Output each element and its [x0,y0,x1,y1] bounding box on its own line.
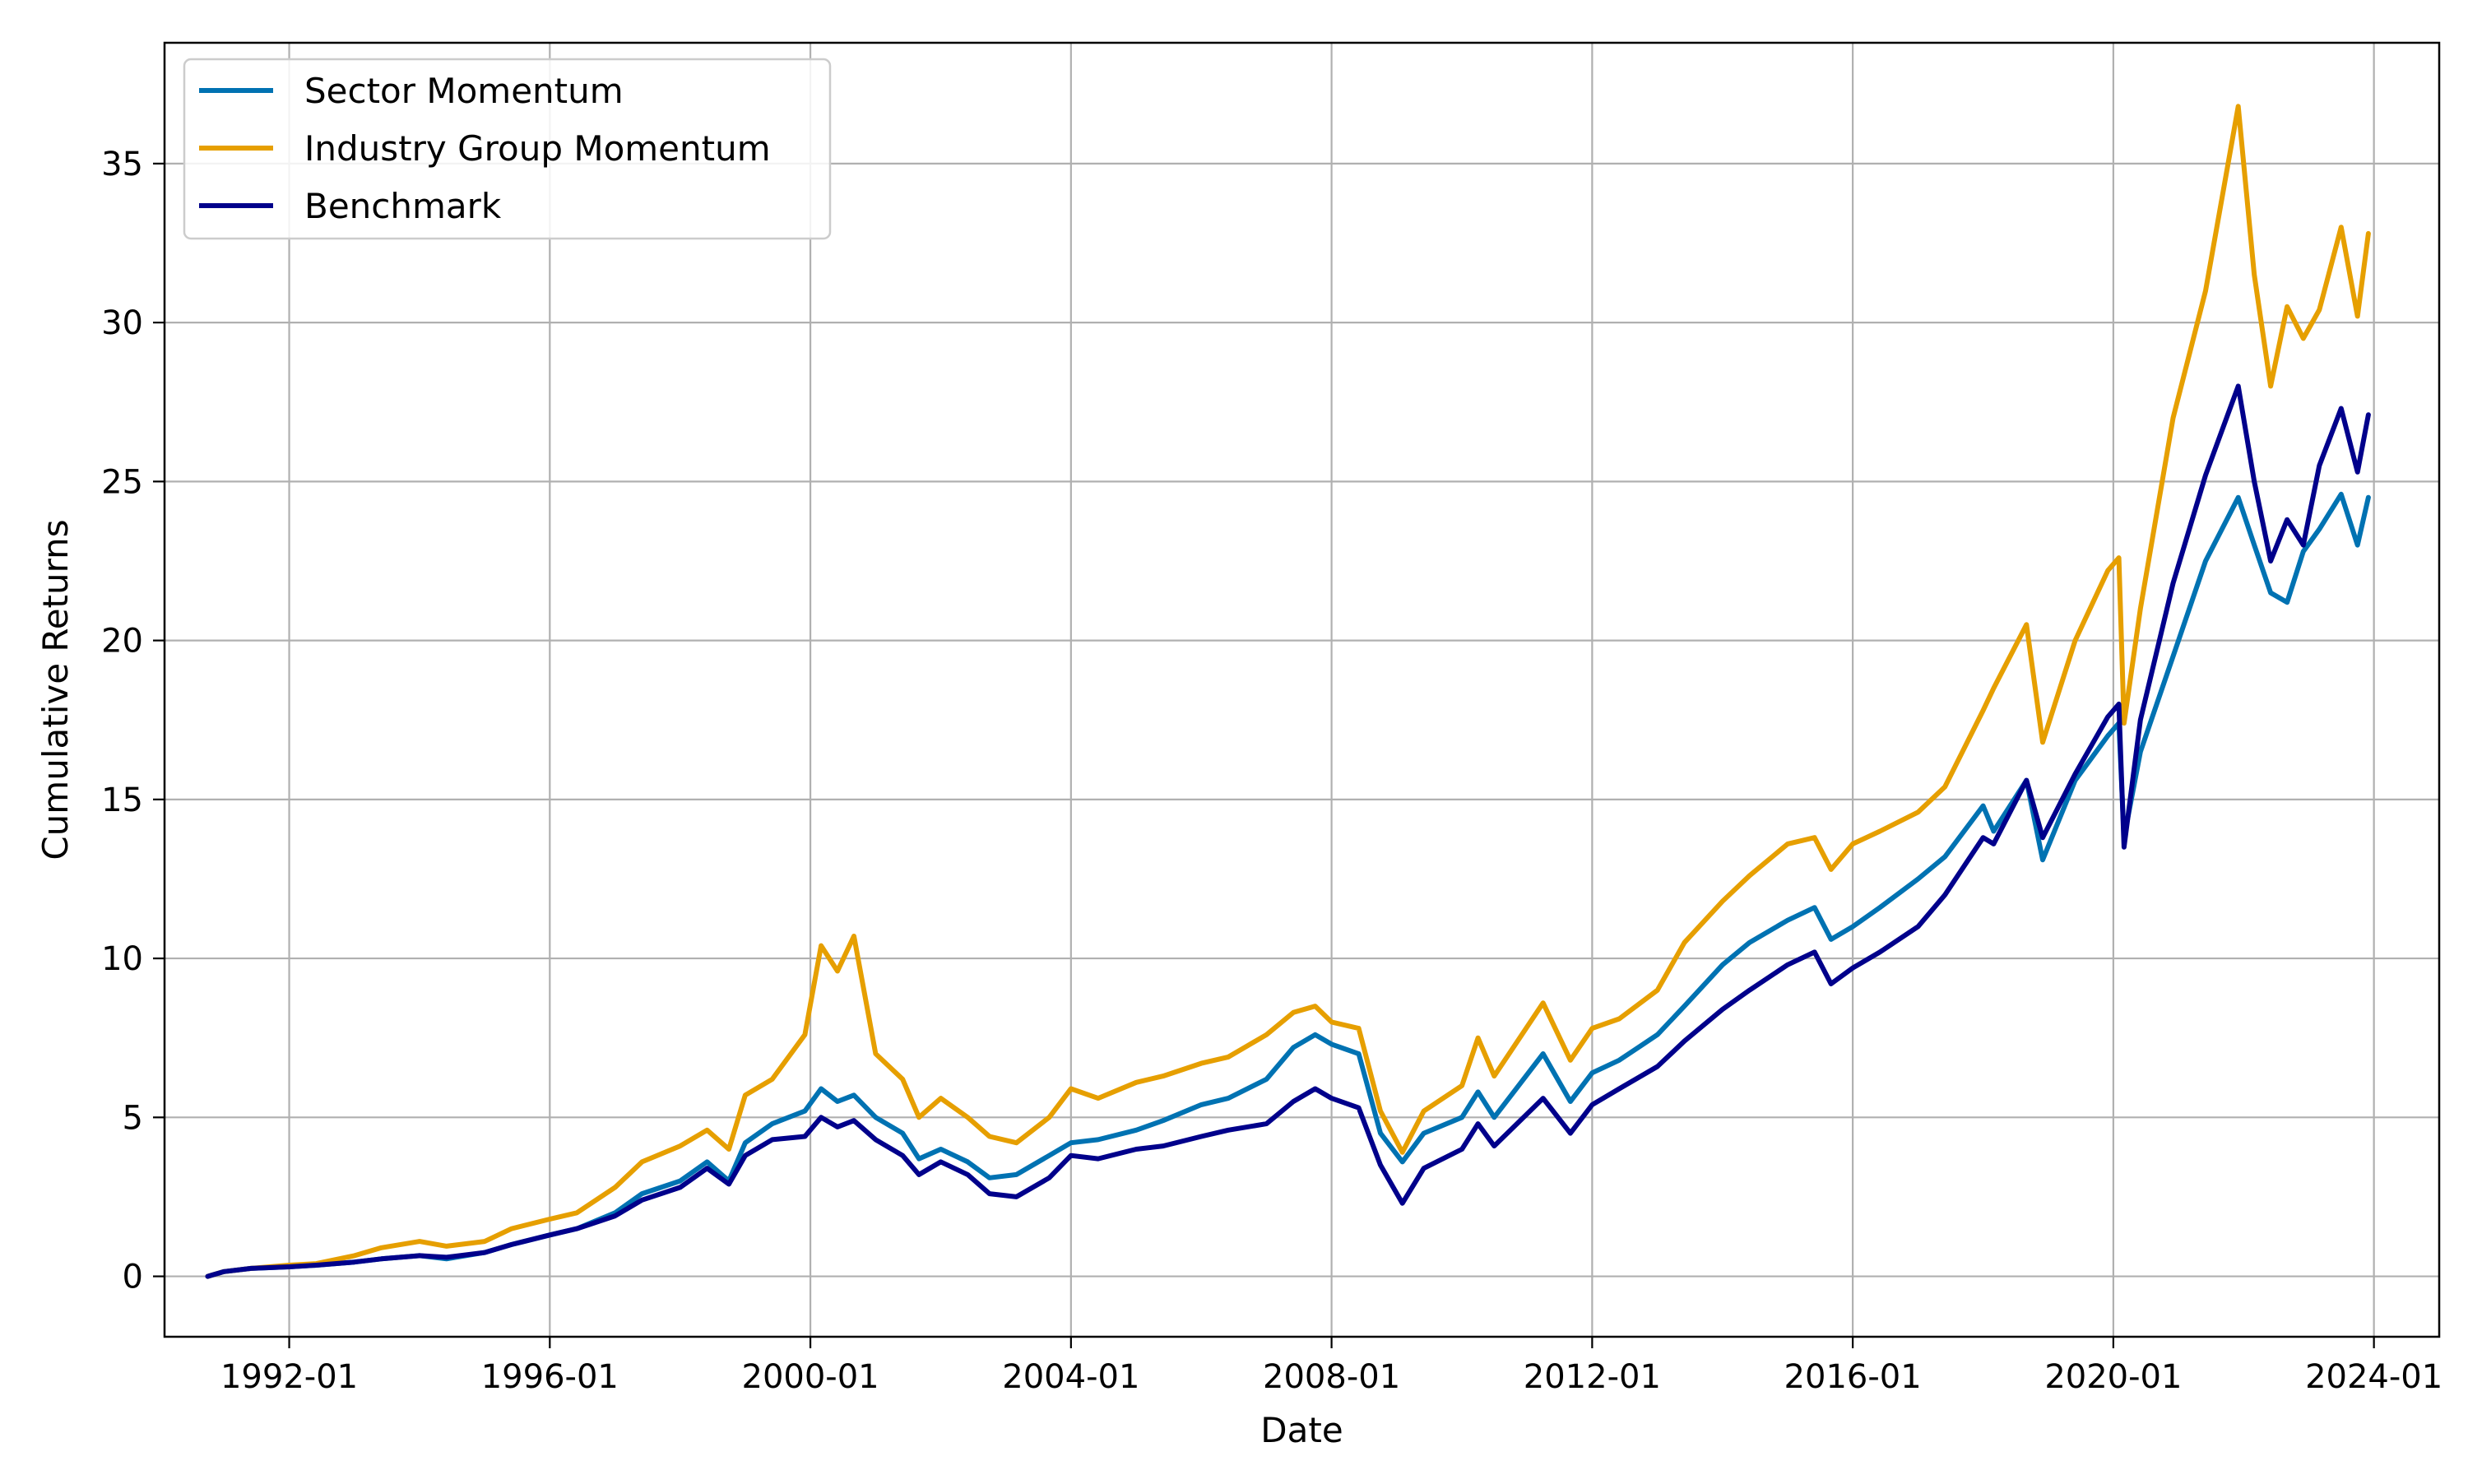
legend-label: Industry Group Momentum [304,128,771,169]
y-tick-label: 0 [123,1259,143,1296]
plot-frame [163,41,2441,1338]
series-line-industry-group-momentum [205,104,2371,1279]
y-tick-label: 35 [101,146,143,183]
x-tick-label: 2004-01 [1002,1358,1139,1396]
grid [165,43,2439,1337]
x-tick-label: 2008-01 [1263,1358,1400,1396]
y-tick-label: 25 [101,463,143,501]
x-tick-label: 1992-01 [220,1358,358,1396]
series-line-sector-momentum [205,491,2371,1279]
legend-label: Benchmark [304,186,502,226]
legend-box [183,58,832,240]
legend-item[interactable]: Benchmark [199,186,502,226]
y-tick-label: 20 [101,623,143,661]
y-tick-label: 30 [101,304,143,342]
x-tick-label: 2000-01 [742,1358,879,1396]
series-lines [205,104,2371,1279]
legend-item[interactable]: Industry Group Momentum [199,128,771,169]
x-tick-label: 2012-01 [1524,1358,1661,1396]
x-tick-label: 2020-01 [2044,1358,2182,1396]
y-axis-ticks: 0 5 10 15 20 25 30 35 [101,146,165,1296]
y-axis-label: Cumulative Returns [35,519,76,860]
x-axis-label: Date [1260,1410,1343,1450]
legend[interactable]: Sector Momentum Industry Group Momentum Be… [183,58,832,240]
y-tick-label: 10 [101,940,143,978]
x-axis-ticks: 1992-01 1996-01 2000-01 2004-01 2008-01 2012-… [220,1337,2442,1396]
y-tick-label: 15 [101,781,143,819]
x-tick-label: 2016-01 [1784,1358,1922,1396]
y-tick-label: 5 [123,1099,143,1137]
legend-item[interactable]: Sector Momentum [199,71,624,111]
x-tick-label: 1996-01 [481,1358,619,1396]
x-tick-label: 2024-01 [2305,1358,2442,1396]
series-line-benchmark [205,383,2371,1279]
legend-label: Sector Momentum [304,71,624,111]
